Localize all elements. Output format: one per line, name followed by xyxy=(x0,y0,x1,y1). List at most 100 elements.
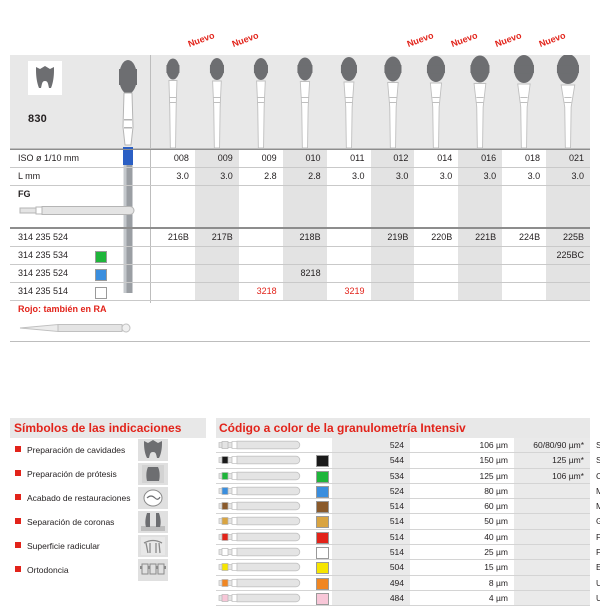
grit-color-swatch xyxy=(316,547,329,560)
ref-cell: 225B xyxy=(546,229,590,246)
note-cell-bg xyxy=(514,560,590,575)
product-table: 830 Nuevo Nuevo Nuevo Nuevo Nuevo Nuevo xyxy=(10,30,590,342)
product-header-band: 830 Nuevo Nuevo Nuevo Nuevo Nuevo Nuevo xyxy=(10,30,590,149)
legend-bullet-icon xyxy=(15,446,21,452)
legend-item-label: Preparación de prótesis xyxy=(27,469,117,479)
row-ref-524a: 314 235 524 216B 217B 218B 219B 220B 221B 224B… xyxy=(10,228,590,247)
grit-size: 150 µm xyxy=(479,455,508,466)
grit-note xyxy=(514,514,590,528)
ref-cell xyxy=(502,283,546,300)
grit-note xyxy=(514,576,590,590)
grit-name: Medium xyxy=(596,485,600,496)
granulometry-row: 484 4 µm Ultra fine xyxy=(216,590,600,606)
grit-note xyxy=(514,499,590,513)
granulometry-row: 544 150 µm 125 µm* Super coarse xyxy=(216,453,600,469)
ref-cell xyxy=(502,247,546,264)
grit-color-swatch xyxy=(316,516,329,529)
legend-item-label: Ortodoncia xyxy=(27,565,69,575)
grit-ref: 544 xyxy=(389,455,404,466)
cavity-prep-icon xyxy=(138,439,168,461)
legend-item: Separación de coronas xyxy=(10,510,206,534)
legend-title: Símbolos de las indicaciones xyxy=(10,418,206,438)
grit-bur-icon xyxy=(218,532,304,542)
ref-cell xyxy=(151,265,195,282)
ref-cell: 225BC xyxy=(546,247,590,264)
crown-separation-icon xyxy=(138,511,168,533)
grit-swatch-white xyxy=(95,287,107,299)
ref-cell xyxy=(327,265,371,282)
bur-illustration-row: Nuevo Nuevo Nuevo Nuevo Nuevo Nuevo xyxy=(151,30,590,149)
grit-size: 4 µm xyxy=(488,592,508,603)
grit-size: 60 µm xyxy=(484,501,508,512)
ref-cell xyxy=(546,283,590,300)
grit-size: 25 µm xyxy=(484,547,508,558)
row-ref-514: 314 235 514 3218 3219 xyxy=(10,283,590,301)
column-separator xyxy=(150,55,151,303)
grit-ref: 524 xyxy=(389,440,404,450)
row-label-ref4: 314 235 514 xyxy=(18,286,69,296)
grit-name: Medium xyxy=(596,501,600,512)
length-cell: 3.0 xyxy=(351,171,365,181)
legend-rows: Preparación de cavidades Preparación de p… xyxy=(10,438,206,582)
shank-cell xyxy=(414,186,458,227)
ref-cell xyxy=(194,283,239,300)
grit-color-swatch xyxy=(316,485,329,498)
note-cell-bg xyxy=(514,468,590,483)
grit-note xyxy=(514,591,590,605)
grit-bur-icon xyxy=(218,440,304,450)
ref-cell xyxy=(239,247,283,264)
shank-cell xyxy=(194,186,239,227)
grit-ref: 514 xyxy=(389,516,404,527)
grit-ref: 494 xyxy=(389,577,404,588)
legend-bullet-icon xyxy=(15,542,21,548)
ref-cell xyxy=(414,265,458,282)
grit-size: 8 µm xyxy=(488,577,508,588)
bur-illustration xyxy=(414,55,458,149)
ref-cell xyxy=(327,229,371,246)
note-cell-bg xyxy=(514,483,590,499)
note-cell-bg xyxy=(514,514,590,529)
ref-cell: 219B xyxy=(370,229,415,246)
ref-cell-bg xyxy=(332,529,410,545)
granulometry-row: 524 106 µm 60/80/90 µm* Standard xyxy=(216,438,600,454)
ref-cell xyxy=(282,247,327,264)
granulometry-row: 534 125 µm 106 µm* Coarse xyxy=(216,468,600,484)
length-cell: 3.0 xyxy=(439,171,453,181)
grit-note xyxy=(514,545,590,559)
row-label-ref3: 314 235 524 xyxy=(18,268,69,278)
legend-item-label: Separación de coronas xyxy=(27,517,115,527)
row-iso: ISO ø 1/10 mm 008 009 009 010 011 012 014 016 01… xyxy=(10,149,590,168)
row-ref-534: 314 235 534 225BC xyxy=(10,247,590,265)
ref-cell-bg xyxy=(332,545,410,560)
ref3-cells: 8218 xyxy=(151,265,590,282)
iso-cell: 014 xyxy=(437,153,453,163)
grit-name: Super coarse xyxy=(596,455,600,466)
ref-cell xyxy=(282,283,327,300)
grit-name: Standard xyxy=(596,440,600,450)
bur-illustration xyxy=(458,55,502,149)
ref-cell xyxy=(151,247,195,264)
ref-cell xyxy=(194,247,239,264)
bur-illustration xyxy=(502,55,546,149)
indications-legend: Símbolos de las indicaciones Preparación… xyxy=(10,418,206,582)
legend-item-label: Acabado de restauraciones xyxy=(27,493,131,503)
ref1-cells: 216B 217B 218B 219B 220B 221B 224B 225B xyxy=(151,229,590,246)
shank-cell xyxy=(282,186,327,227)
ref-cell-bg xyxy=(332,468,410,483)
grit-color-swatch xyxy=(316,592,329,605)
legend-bullet-icon xyxy=(15,518,21,524)
grit-ref: 534 xyxy=(389,470,404,481)
length-cell: 3.0 xyxy=(176,171,189,181)
grit-color-swatch xyxy=(316,455,329,468)
ref-cell xyxy=(370,283,415,300)
ref-cell xyxy=(327,247,371,264)
family-code: 830 xyxy=(28,113,47,125)
grit-bur-icon xyxy=(218,501,304,511)
grit-name: Fine xyxy=(596,531,600,542)
row-label-shank: FG xyxy=(18,189,31,199)
iso-cell: 011 xyxy=(350,153,365,163)
grit-name: Extra fine xyxy=(596,562,600,573)
ref-cell: 216B xyxy=(167,232,189,242)
grit-color-swatch xyxy=(316,531,329,544)
